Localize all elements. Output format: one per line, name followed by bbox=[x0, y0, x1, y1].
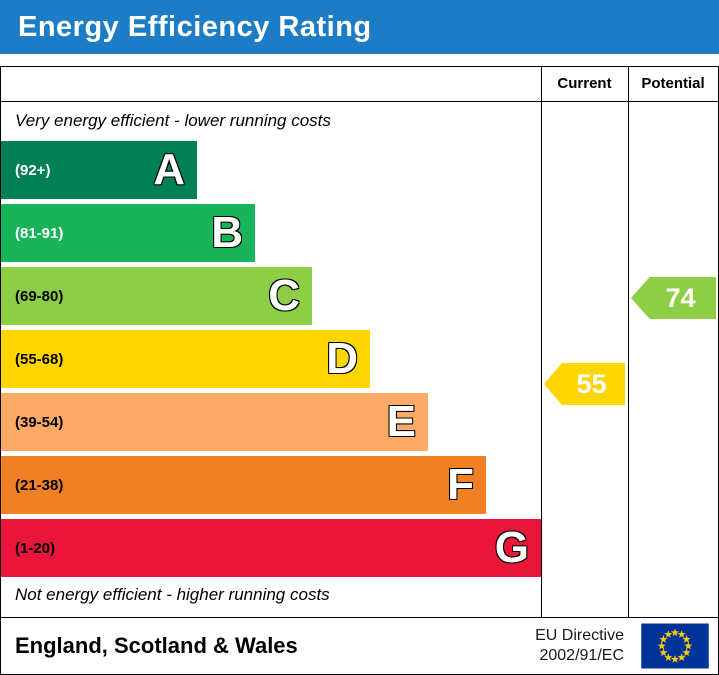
band-range-label: (81-91) bbox=[15, 224, 64, 242]
band-letter-label: G bbox=[494, 523, 529, 572]
band-letter-label: A bbox=[153, 145, 185, 194]
current-column-divider bbox=[541, 67, 542, 617]
band-letter-label: F bbox=[447, 460, 474, 509]
band-letter-label: E bbox=[386, 397, 416, 446]
eu-directive-line2: 2002/91/EC bbox=[539, 647, 624, 664]
current-rating-arrow: 55 bbox=[544, 363, 625, 405]
band-range-label: (92+) bbox=[15, 161, 51, 179]
band-bar-f: (21-38) F bbox=[1, 456, 486, 514]
band-bar-b: (81-91) B bbox=[1, 204, 255, 262]
region-label: England, Scotland & Wales bbox=[15, 633, 298, 658]
eu-directive-line1: EU Directive bbox=[535, 627, 624, 644]
rating-chart: Current Potential Very energy efficient … bbox=[0, 66, 719, 618]
band-range-label: (21-38) bbox=[15, 476, 64, 494]
potential-rating-arrow: 74 bbox=[631, 277, 716, 319]
column-headers: Current Potential bbox=[1, 67, 718, 102]
bottom-note: Not energy efficient - higher running co… bbox=[15, 585, 330, 604]
current-column-header: Current bbox=[557, 75, 612, 92]
potential-rating-value: 74 bbox=[665, 282, 696, 313]
band-range-label: (69-80) bbox=[15, 287, 64, 305]
eu-flag-icon bbox=[641, 623, 709, 669]
eu-directive-label: EU Directive 2002/91/EC bbox=[535, 626, 624, 666]
potential-column-divider bbox=[628, 67, 629, 617]
page-title: Energy Efficiency Rating bbox=[18, 10, 372, 43]
current-rating-value: 55 bbox=[576, 368, 607, 399]
band-range-label: (39-54) bbox=[15, 413, 64, 431]
top-note: Very energy efficient - lower running co… bbox=[15, 111, 331, 130]
band-bar-d: (55-68) D bbox=[1, 330, 370, 388]
band-bar-c: (69-80) C bbox=[1, 267, 312, 325]
title-bar: Energy Efficiency Rating bbox=[0, 0, 719, 54]
band-bar-g: (1-20) G bbox=[1, 519, 541, 577]
band-letter-label: D bbox=[326, 334, 358, 383]
footer: England, Scotland & Wales EU Directive 2… bbox=[0, 617, 719, 675]
band-range-label: (1-20) bbox=[15, 539, 56, 557]
rating-bands: (92+) A (81-91) B (69-80) C (55-68) D (3… bbox=[1, 141, 541, 582]
band-letter-label: C bbox=[268, 271, 300, 320]
band-bar-e: (39-54) E bbox=[1, 393, 428, 451]
band-range-label: (55-68) bbox=[15, 350, 64, 368]
band-bar-a: (92+) A bbox=[1, 141, 197, 199]
potential-column-header: Potential bbox=[641, 75, 705, 92]
band-letter-label: B bbox=[211, 208, 243, 257]
